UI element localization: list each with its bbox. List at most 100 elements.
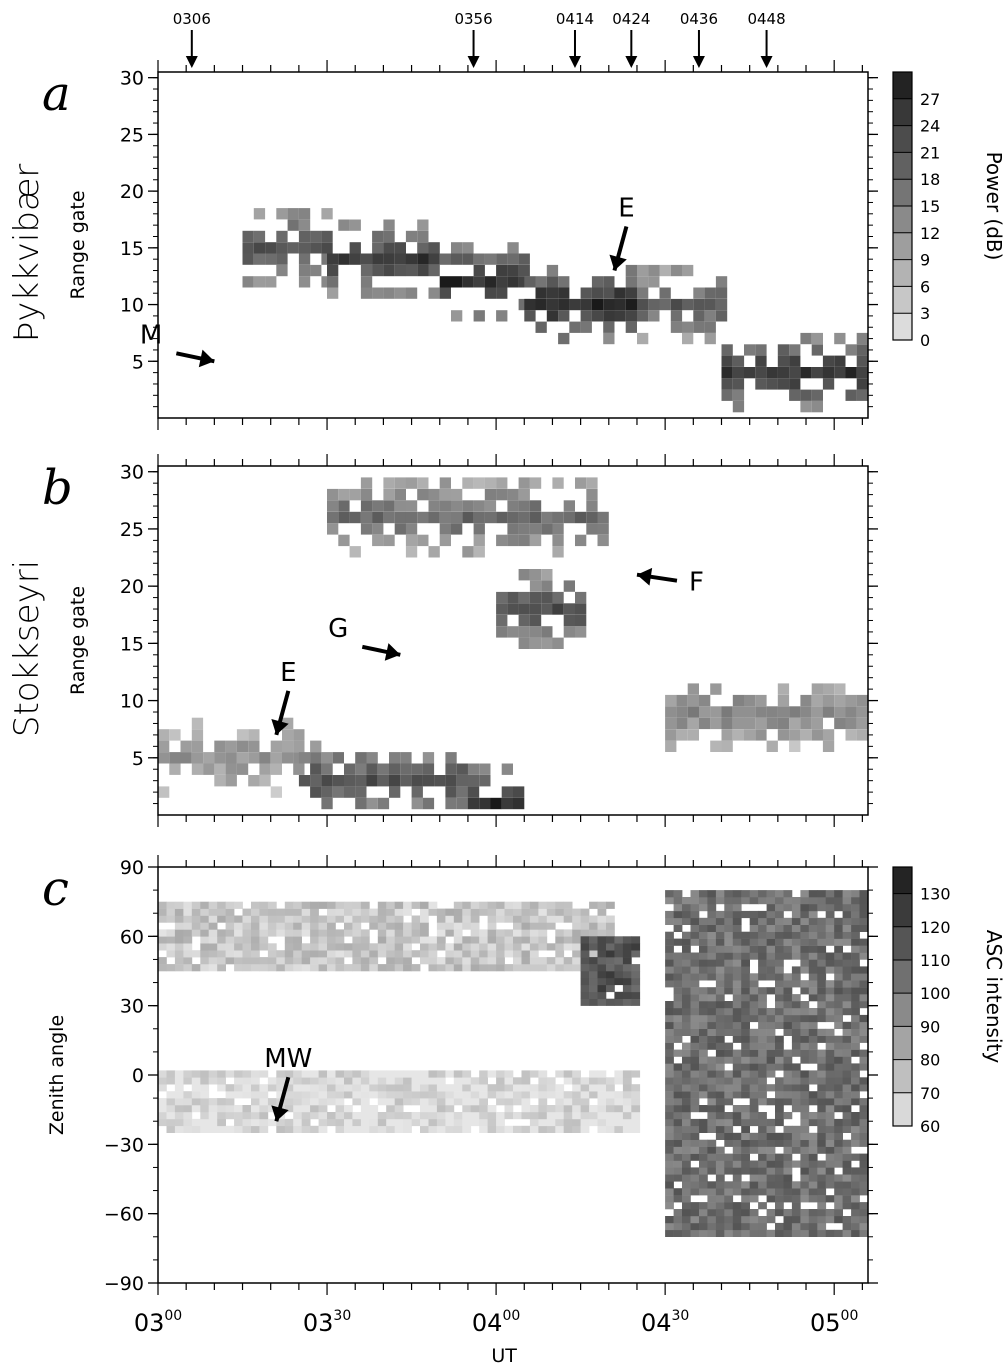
- intensity-cell: [251, 1098, 260, 1106]
- intensity-cell: [699, 1084, 708, 1092]
- intensity-cell: [800, 966, 810, 974]
- intensity-cell: [707, 1153, 717, 1161]
- intensity-cell: [428, 1112, 438, 1120]
- intensity-cell: [715, 917, 725, 925]
- intensity-cell: [242, 1091, 252, 1099]
- heat-cell: [473, 523, 485, 535]
- heat-cell: [518, 626, 530, 638]
- intensity-cell: [377, 915, 387, 923]
- intensity-cell: [732, 1139, 742, 1147]
- intensity-cell: [310, 922, 319, 930]
- colorbar-tick-label: 24: [920, 117, 940, 136]
- intensity-cell: [436, 1077, 446, 1085]
- intensity-cell: [682, 1049, 691, 1057]
- intensity-cell: [335, 1084, 345, 1092]
- intensity-cell: [208, 1112, 218, 1120]
- intensity-cell: [284, 922, 294, 930]
- intensity-cell: [301, 915, 311, 923]
- intensity-cell: [234, 964, 243, 972]
- heat-cell: [355, 786, 367, 798]
- intensity-cell: [208, 943, 218, 951]
- intensity-cell: [808, 1042, 818, 1050]
- intensity-cell: [715, 1070, 725, 1078]
- intensity-cell: [529, 929, 539, 937]
- intensity-cell: [817, 1167, 827, 1175]
- heat-cell: [310, 230, 322, 243]
- x-tick-label: 0330: [303, 1308, 351, 1337]
- heat-cell: [372, 230, 384, 243]
- intensity-cell: [758, 966, 767, 974]
- intensity-cell: [758, 987, 767, 995]
- intensity-cell: [369, 964, 379, 972]
- heat-cell: [405, 477, 418, 489]
- intensity-cell: [529, 1118, 539, 1127]
- intensity-cell: [741, 931, 750, 939]
- intensity-cell: [200, 1091, 210, 1099]
- heat-cell: [360, 488, 373, 501]
- intensity-cell: [749, 1216, 759, 1224]
- heat-cell: [518, 603, 530, 615]
- intensity-cell: [749, 1098, 759, 1106]
- intensity-cell: [411, 922, 421, 930]
- intensity-cell: [758, 1028, 767, 1036]
- y-tick-label: 25: [120, 124, 144, 146]
- y-tick-label: 5: [132, 351, 144, 373]
- heat-cell: [287, 219, 299, 231]
- intensity-cell: [682, 1021, 691, 1029]
- heat-cell: [366, 775, 378, 787]
- intensity-cell: [200, 1125, 210, 1133]
- intensity-cell: [817, 1056, 827, 1064]
- intensity-cell: [453, 1084, 463, 1092]
- annotation-arrowhead: [271, 719, 289, 735]
- intensity-cell: [631, 1091, 641, 1099]
- intensity-cell: [758, 945, 767, 953]
- heat-cell: [755, 367, 767, 379]
- heat-cell: [180, 740, 192, 752]
- intensity-cell: [200, 1070, 210, 1078]
- intensity-cell: [682, 897, 691, 905]
- heat-cell: [834, 332, 846, 345]
- site-label: Stokkseyri: [7, 560, 47, 737]
- intensity-cell: [834, 1125, 843, 1133]
- intensity-cell: [183, 901, 193, 909]
- intensity-cell: [436, 915, 446, 923]
- intensity-cell: [834, 987, 843, 995]
- heat-cell: [755, 344, 767, 356]
- intensity-cell: [318, 943, 328, 951]
- intensity-cell: [344, 1125, 353, 1133]
- intensity-cell: [783, 1021, 793, 1029]
- intensity-cell: [208, 957, 218, 965]
- intensity-cell: [699, 904, 708, 912]
- intensity-cell: [284, 950, 294, 958]
- intensity-cell: [800, 1229, 810, 1237]
- intensity-cell: [580, 922, 590, 930]
- intensity-cell: [707, 931, 717, 939]
- colorbar-tick-label: 100: [920, 984, 951, 1003]
- intensity-cell: [504, 1098, 514, 1106]
- heat-cell: [755, 694, 767, 707]
- intensity-cell: [766, 959, 776, 967]
- intensity-cell: [775, 1098, 784, 1106]
- intensity-cell: [732, 938, 742, 946]
- intensity-cell: [682, 1077, 691, 1085]
- intensity-cell: [859, 938, 869, 946]
- heat-cell: [287, 208, 299, 220]
- intensity-cell: [420, 950, 429, 958]
- heat-cell: [558, 332, 570, 345]
- intensity-cell: [732, 1035, 742, 1043]
- intensity-cell: [715, 1098, 725, 1106]
- heat-cell: [603, 276, 615, 288]
- intensity-cell: [800, 1056, 810, 1064]
- intensity-cell: [707, 1042, 717, 1050]
- heat-cell: [507, 523, 519, 535]
- intensity-cell: [386, 943, 395, 951]
- intensity-cell: [293, 1125, 302, 1133]
- intensity-cell: [191, 901, 201, 909]
- heat-cell: [529, 534, 542, 547]
- heat-cell: [496, 287, 508, 299]
- intensity-cell: [715, 1174, 725, 1182]
- intensity-cell: [318, 922, 328, 930]
- intensity-cell: [631, 1105, 641, 1113]
- heat-cell: [552, 511, 564, 524]
- heat-cell: [428, 488, 440, 501]
